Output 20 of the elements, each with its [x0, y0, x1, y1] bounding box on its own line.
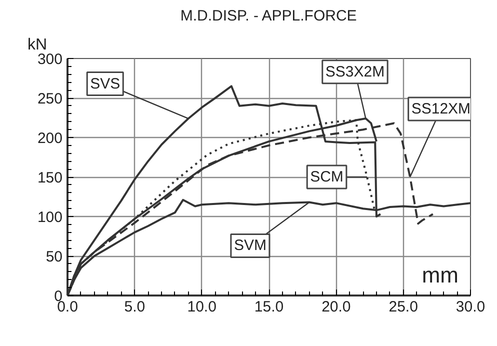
y-tick-label: 150: [37, 170, 63, 186]
x-tick-label: 10.0: [187, 298, 216, 316]
text: SVM: [234, 237, 266, 254]
text: SVS: [90, 75, 120, 92]
x-tick-label: 25.0: [388, 298, 418, 316]
x-tick-label: 15.0: [254, 298, 284, 316]
chart-title: M.D.DISP. - APPL.FORCE: [180, 8, 357, 24]
y-tick-label: 50: [46, 248, 63, 266]
x-tick-label: 30.0: [456, 298, 486, 316]
x-tick-label: 5.0: [124, 298, 146, 316]
series-label: SS12XM: [411, 100, 471, 118]
x-tick-label: 20.0: [322, 298, 351, 316]
x-axis-title: mm: [422, 262, 459, 288]
y-tick-label: 250: [37, 90, 63, 108]
text: SS3X2M: [325, 63, 385, 80]
y-axis-title: kN: [28, 36, 48, 54]
series-label: SCM: [310, 168, 344, 186]
y-tick-label: 100: [37, 209, 63, 226]
y-tick-label: 300: [37, 51, 63, 68]
y-tick-label: 200: [37, 130, 63, 147]
